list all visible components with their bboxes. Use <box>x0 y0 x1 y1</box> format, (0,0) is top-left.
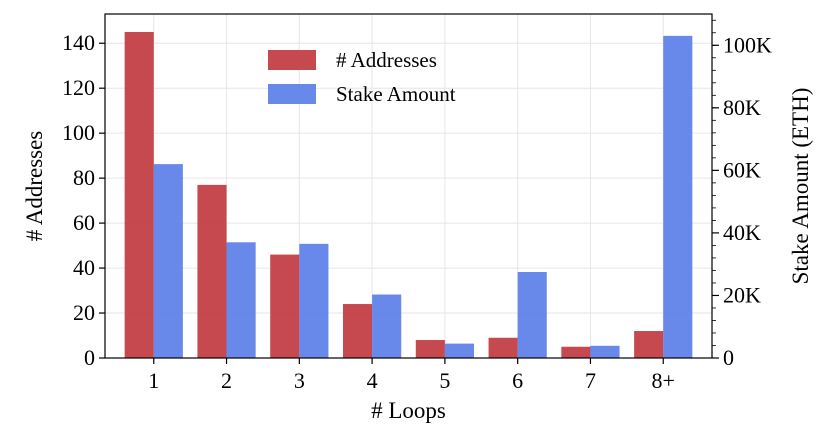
right-y-tick-label: 100K <box>723 32 772 57</box>
bar-stake-4 <box>372 294 402 358</box>
left-y-tick-label: 20 <box>73 300 95 325</box>
left-y-tick-label: 80 <box>73 165 95 190</box>
bar-stake-6 <box>517 272 547 358</box>
x-tick-label: 2 <box>221 368 232 393</box>
bar-stake-8+ <box>663 35 693 359</box>
right-y-tick-label: 80K <box>723 95 761 120</box>
left-y-tick-label: 100 <box>62 120 95 145</box>
x-tick-label: 6 <box>512 368 523 393</box>
left-y-tick-label: 60 <box>73 210 95 235</box>
bar-addresses-6 <box>488 337 518 358</box>
bar-addresses-7 <box>561 346 591 358</box>
legend-label-0: # Addresses <box>336 48 437 72</box>
legend-swatch-0 <box>268 50 316 70</box>
bar-stake-2 <box>226 242 256 358</box>
axes: 0 20 40 60 80 100 120 140 0 20K 40K 60K 80K 100K 1 2 3 4 5… <box>62 13 772 393</box>
left-y-tick-label: 0 <box>84 345 95 370</box>
left-y-tick-label: 120 <box>62 75 95 100</box>
right-y-tick-label: 20K <box>723 282 761 307</box>
bar-addresses-8+ <box>634 331 664 358</box>
right-y-axis-title: Stake Amount (ETH) <box>788 88 813 285</box>
left-y-tick-label: 140 <box>62 30 95 55</box>
x-tick-label: 8+ <box>652 368 675 393</box>
right-y-tick-label: 60K <box>723 157 761 182</box>
bars <box>124 31 693 359</box>
bar-addresses-2 <box>197 184 227 358</box>
x-tick-label: 1 <box>148 368 159 393</box>
x-tick-label: 3 <box>294 368 305 393</box>
x-tick-label: 5 <box>439 368 450 393</box>
left-y-tick-label: 40 <box>73 255 95 280</box>
bar-stake-5 <box>444 343 475 358</box>
right-y-tick-label: 0 <box>723 345 734 370</box>
bar-stake-3 <box>299 243 329 358</box>
bar-addresses-4 <box>342 304 373 358</box>
bar-addresses-5 <box>415 340 445 358</box>
legend: # Addresses Stake Amount <box>268 48 456 106</box>
bar-stake-7 <box>590 345 620 358</box>
x-tick-label: 7 <box>585 368 596 393</box>
plot-frame <box>104 13 713 359</box>
right-y-tick-label: 40K <box>723 220 761 245</box>
bar-stake-1 <box>153 164 183 358</box>
bar-addresses-3 <box>270 254 300 358</box>
legend-label-1: Stake Amount <box>336 82 456 106</box>
x-axis-title: # Loops <box>371 398 446 423</box>
legend-swatch-1 <box>268 84 316 104</box>
bar-addresses-1 <box>124 31 154 358</box>
x-tick-label: 4 <box>367 368 378 393</box>
left-y-axis-title: # Addresses <box>22 131 47 242</box>
